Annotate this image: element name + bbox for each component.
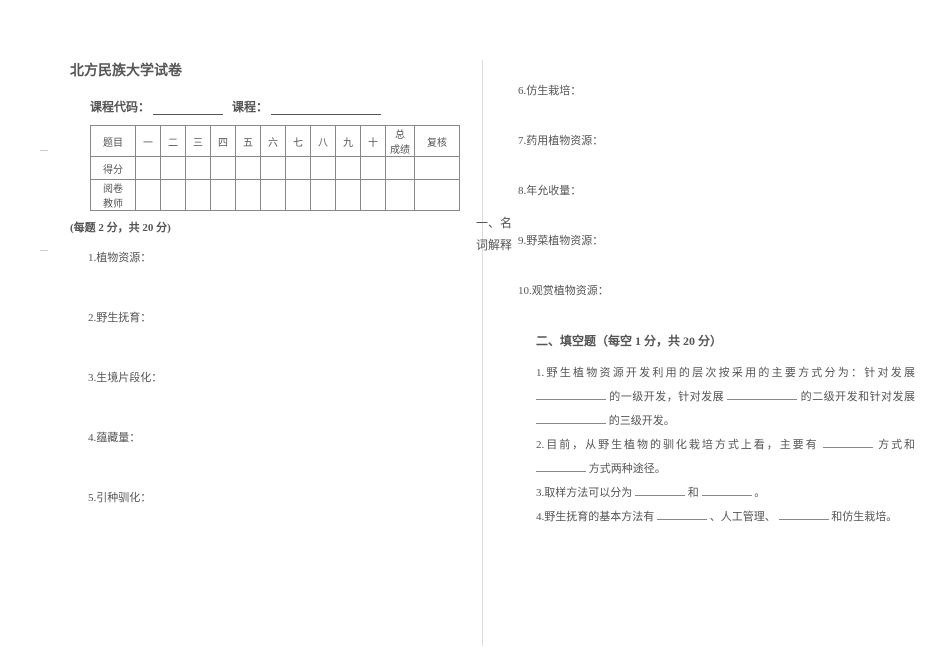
blank[interactable] (536, 388, 606, 400)
text: 的一级开发，针对发展 (609, 391, 724, 403)
q10: 10.观赏植物资源： (518, 282, 915, 298)
cell[interactable] (336, 180, 361, 211)
q4: 4.蕴藏量： (88, 429, 467, 445)
cell[interactable] (136, 180, 161, 211)
cell: 一 (136, 126, 161, 157)
blank[interactable] (657, 508, 707, 520)
cell[interactable] (286, 180, 311, 211)
cell: 复核 (415, 126, 460, 157)
blank[interactable] (823, 436, 873, 448)
text: 的二级开发和针对发展 (801, 391, 915, 403)
cell[interactable] (261, 157, 286, 180)
q9: 9.野菜植物资源： (518, 232, 915, 248)
cell[interactable] (336, 157, 361, 180)
cell[interactable] (236, 157, 261, 180)
cell[interactable] (386, 157, 415, 180)
cell: 七 (286, 126, 311, 157)
cell: 六 (261, 126, 286, 157)
fill-q4: 4.野生抚育的基本方法有 、人工管理、 和仿生栽培。 (536, 505, 915, 529)
cell[interactable] (236, 180, 261, 211)
cell: 四 (211, 126, 236, 157)
text: 2.目前，从野生植物的驯化栽培方式上看，主要有 (536, 439, 819, 451)
table-row: 阅卷 教师 (91, 180, 460, 211)
blank[interactable] (779, 508, 829, 520)
cell[interactable] (261, 180, 286, 211)
q5: 5.引种驯化： (88, 489, 467, 505)
blank[interactable] (536, 412, 606, 424)
text: 的三级开发。 (609, 415, 675, 427)
cell: 八 (311, 126, 336, 157)
cell: 题目 (91, 126, 136, 157)
exam-title: 北方民族大学试卷 (70, 60, 467, 80)
cell: 总 成绩 (386, 126, 415, 157)
cell: 二 (161, 126, 186, 157)
blank[interactable] (635, 484, 685, 496)
right-column: 6.仿生栽培： 7.药用植物资源： 8.年允收量： 9.野菜植物资源： 10.观… (498, 60, 935, 646)
q3: 3.生境片段化： (88, 369, 467, 385)
fill-q2: 2.目前，从野生植物的驯化栽培方式上看，主要有 方式和 方式两种途径。 (536, 433, 915, 481)
course-line: 课程代码： 课程： (90, 98, 467, 115)
blank[interactable] (702, 484, 752, 496)
cell[interactable] (311, 157, 336, 180)
cell[interactable] (186, 180, 211, 211)
fill-q1: 1.野生植物资源开发利用的层次按采用的主要方式分为：针对发展 的一级开发，针对发… (536, 361, 915, 433)
cell: 阅卷 教师 (91, 180, 136, 211)
text: 方式和 (878, 439, 915, 451)
cell[interactable] (415, 180, 460, 211)
cell[interactable] (211, 180, 236, 211)
q8: 8.年允收量： (518, 182, 915, 198)
cell: 十 (361, 126, 386, 157)
q6: 6.仿生栽培： (518, 82, 915, 98)
q7: 7.药用植物资源： (518, 132, 915, 148)
score-table: 题目 一 二 三 四 五 六 七 八 九 十 总 成绩 复核 得分 (90, 125, 460, 211)
course-label: 课程： (232, 100, 268, 114)
cell[interactable] (186, 157, 211, 180)
fill-q3: 3.取样方法可以分为 和 。 (536, 481, 915, 505)
cell[interactable] (311, 180, 336, 211)
text: 3.取样方法可以分为 (536, 487, 632, 499)
course-code-blank[interactable] (153, 102, 223, 115)
section2-header: 二、填空题（每空 1 分，共 20 分） (536, 332, 915, 349)
course-name-blank[interactable] (271, 102, 381, 115)
q2: 2.野生抚育： (88, 309, 467, 325)
q1: 1.植物资源： (88, 249, 467, 265)
cell[interactable] (415, 157, 460, 180)
cell[interactable] (361, 180, 386, 211)
course-code-label: 课程代码： (90, 100, 150, 114)
table-row: 得分 (91, 157, 460, 180)
text: 和仿生栽培。 (831, 511, 897, 523)
cell[interactable] (211, 157, 236, 180)
cell: 五 (236, 126, 261, 157)
cell[interactable] (136, 157, 161, 180)
text: 1.野生植物资源开发利用的层次按采用的主要方式分为：针对发展 (536, 367, 915, 379)
cell: 九 (336, 126, 361, 157)
column-divider (482, 60, 483, 646)
text: 、人工管理、 (710, 511, 776, 523)
table-row: 题目 一 二 三 四 五 六 七 八 九 十 总 成绩 复核 (91, 126, 460, 157)
text: 4.野生抚育的基本方法有 (536, 511, 654, 523)
blank[interactable] (727, 388, 797, 400)
text: 和 (688, 487, 699, 499)
cell[interactable] (286, 157, 311, 180)
cell[interactable] (161, 180, 186, 211)
blank[interactable] (536, 460, 586, 472)
cell[interactable] (386, 180, 415, 211)
cell[interactable] (161, 157, 186, 180)
cell[interactable] (361, 157, 386, 180)
section1-info: (每题 2 分，共 20 分) (70, 219, 467, 235)
left-column: 北方民族大学试卷 课程代码： 课程： 题目 一 二 三 四 五 六 七 八 九 … (10, 60, 467, 646)
page: 北方民族大学试卷 课程代码： 课程： 题目 一 二 三 四 五 六 七 八 九 … (0, 0, 945, 656)
text: 。 (754, 487, 765, 499)
cell: 三 (186, 126, 211, 157)
cell: 得分 (91, 157, 136, 180)
text: 方式两种途径。 (589, 463, 666, 475)
